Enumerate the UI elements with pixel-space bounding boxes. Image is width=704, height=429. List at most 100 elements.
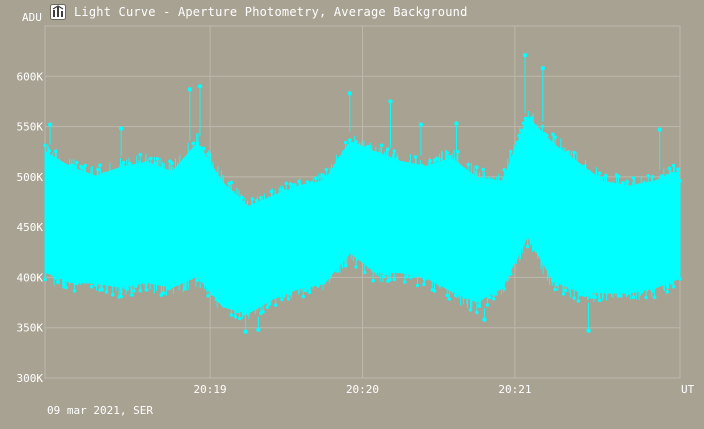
data-point (132, 289, 136, 293)
peak-point (119, 126, 124, 131)
data-point (157, 265, 162, 269)
x-tick-label: 20:19 (194, 383, 227, 396)
data-point (652, 295, 657, 300)
data-point (572, 150, 576, 155)
data-point (214, 297, 219, 302)
data-point (479, 196, 483, 200)
data-point (504, 174, 509, 178)
data-point (669, 171, 674, 176)
data-point (343, 140, 348, 145)
data-point (49, 269, 54, 273)
data-point (348, 240, 352, 244)
data-point (195, 278, 200, 282)
peak-point (540, 66, 546, 71)
data-point (523, 228, 528, 233)
data-point (646, 281, 651, 286)
peak-point (418, 122, 424, 127)
data-point (113, 173, 117, 178)
data-point (555, 282, 559, 287)
data-point (193, 265, 198, 269)
data-point (610, 289, 615, 294)
data-point (485, 190, 490, 195)
data-point (553, 135, 557, 139)
data-point (585, 180, 589, 184)
data-point (379, 269, 384, 274)
data-point (428, 268, 433, 272)
data-point (358, 154, 363, 158)
data-point (678, 178, 682, 183)
data-point (390, 166, 394, 171)
data-point (559, 271, 564, 275)
data-point (494, 292, 498, 296)
data-point (318, 194, 323, 198)
data-point (212, 288, 217, 292)
observation-date: 09 mar 2021, SER (47, 404, 153, 417)
data-point (174, 170, 178, 174)
x-axis-label: UT (681, 383, 695, 396)
data-point (377, 152, 382, 157)
data-point (466, 284, 471, 289)
data-point (477, 186, 481, 191)
data-point (180, 270, 185, 275)
data-point (633, 190, 638, 194)
data-point (85, 176, 90, 180)
data-point (246, 311, 250, 316)
data-point (439, 275, 443, 280)
data-point (248, 300, 253, 305)
data-point (638, 199, 642, 203)
data-point (536, 128, 540, 133)
data-point (676, 273, 680, 277)
data-point (610, 187, 615, 192)
data-point (671, 285, 676, 289)
data-point (127, 161, 132, 166)
data-point (451, 267, 456, 272)
data-point (195, 141, 200, 145)
data-point (271, 210, 276, 215)
data-point (494, 186, 498, 190)
data-point (273, 206, 278, 211)
data-point (293, 183, 297, 187)
data-point (538, 247, 543, 251)
y-tick-label: 600K (17, 70, 44, 83)
data-point (428, 159, 433, 163)
data-point (233, 202, 238, 206)
data-point (142, 280, 147, 284)
data-point (191, 141, 195, 146)
data-point (631, 176, 636, 180)
data-point (91, 268, 96, 273)
data-point (64, 285, 68, 290)
data-point (384, 154, 388, 159)
data-point (299, 273, 303, 278)
y-tick-label: 350K (17, 322, 44, 335)
data-point (138, 288, 143, 293)
data-point (489, 190, 494, 194)
data-point (307, 290, 312, 295)
data-point (98, 163, 102, 167)
data-point (436, 157, 441, 162)
data-point (136, 174, 140, 178)
data-point (650, 289, 655, 293)
data-point (132, 173, 136, 178)
data-point (182, 159, 187, 164)
data-point (280, 297, 284, 302)
data-point (326, 181, 331, 185)
data-point (487, 295, 492, 300)
data-point (229, 313, 234, 317)
y-tick-label: 450K (17, 221, 44, 234)
data-point (371, 278, 375, 283)
data-point (324, 270, 329, 275)
data-point (197, 259, 202, 263)
data-point (134, 183, 138, 187)
data-point (513, 240, 517, 245)
data-point (231, 208, 236, 213)
data-point (627, 290, 631, 294)
data-point (362, 270, 367, 275)
data-point (331, 256, 335, 261)
data-point (113, 270, 117, 275)
data-point (398, 174, 403, 179)
data-point (146, 271, 151, 275)
data-point (149, 267, 153, 272)
data-point (223, 287, 227, 291)
data-point (348, 138, 352, 142)
data-point (216, 192, 221, 196)
